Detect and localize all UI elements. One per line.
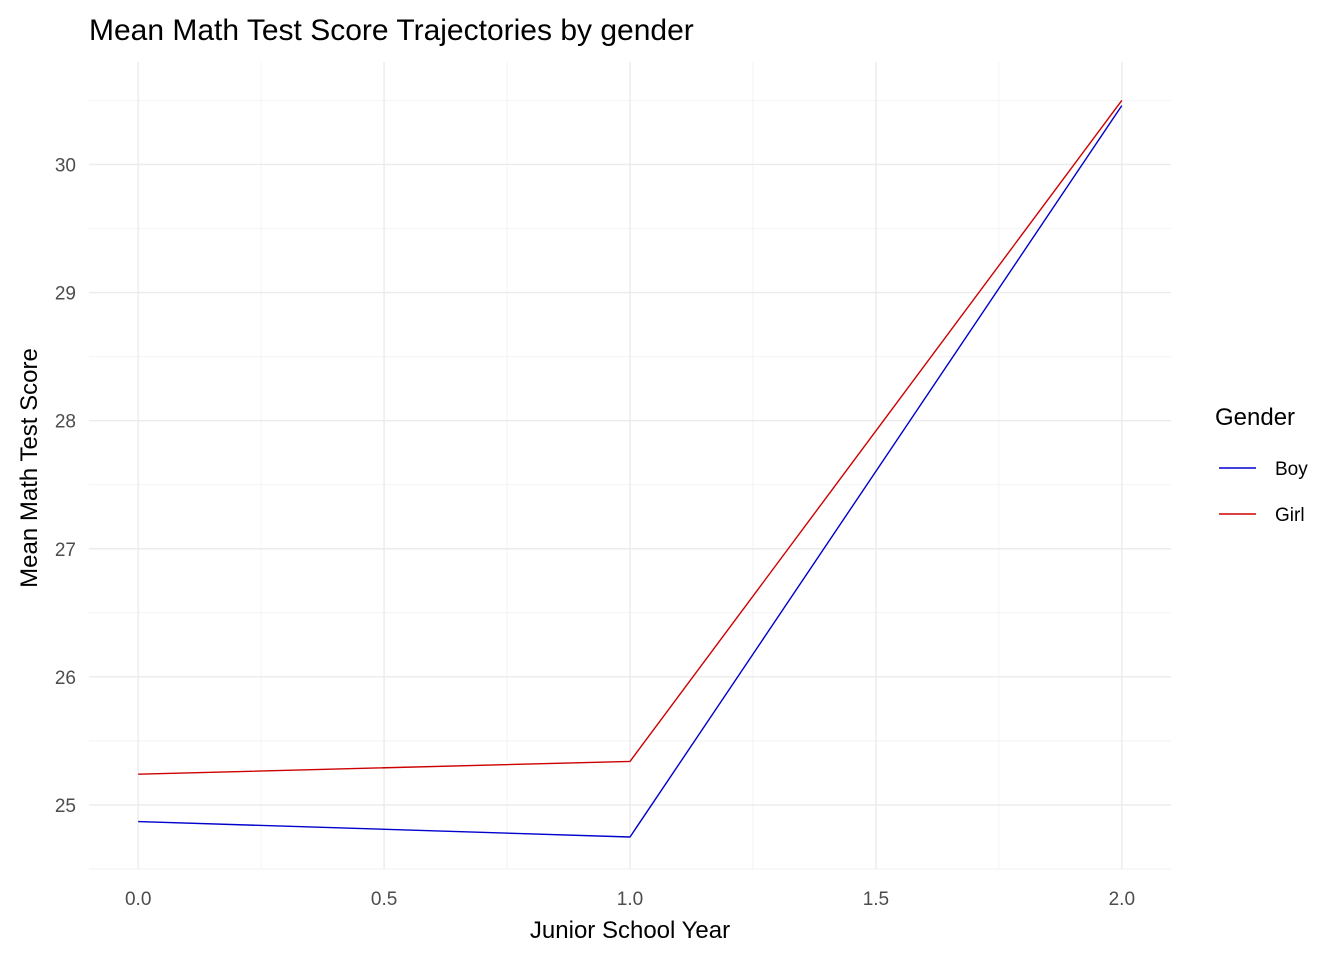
chart-title: Mean Math Test Score Trajectories by gen… — [89, 14, 694, 47]
x-tick-label: 2.0 — [1109, 889, 1135, 910]
y-axis-title: Mean Math Test Score — [16, 348, 43, 588]
series-lines — [138, 99, 1123, 838]
legend-label-boy: Boy — [1275, 459, 1308, 480]
y-axis-tick-labels: 25 26 27 28 29 30 — [55, 155, 76, 816]
x-tick-label: 1.5 — [863, 889, 889, 910]
x-axis-title: Junior School Year — [530, 917, 730, 944]
legend: Gender Boy Girl — [1215, 404, 1308, 526]
x-tick-label: 0.0 — [125, 889, 151, 910]
x-tick-label: 1.0 — [617, 889, 643, 910]
x-axis-tick-labels: 0.0 0.5 1.0 1.5 2.0 — [125, 889, 1135, 910]
legend-items: Boy Girl — [1219, 459, 1308, 526]
legend-label-girl: Girl — [1275, 505, 1305, 526]
series-line-boy — [138, 105, 1123, 838]
x-tick-label: 0.5 — [371, 889, 397, 910]
series-line-girl — [138, 99, 1123, 775]
major-gridlines — [89, 62, 1171, 869]
y-tick-label: 27 — [55, 540, 76, 561]
y-tick-label: 28 — [55, 412, 76, 433]
legend-title: Gender — [1215, 404, 1295, 431]
y-tick-label: 30 — [55, 155, 76, 176]
y-tick-label: 25 — [55, 796, 76, 817]
y-tick-label: 29 — [55, 284, 76, 305]
y-tick-label: 26 — [55, 668, 76, 689]
